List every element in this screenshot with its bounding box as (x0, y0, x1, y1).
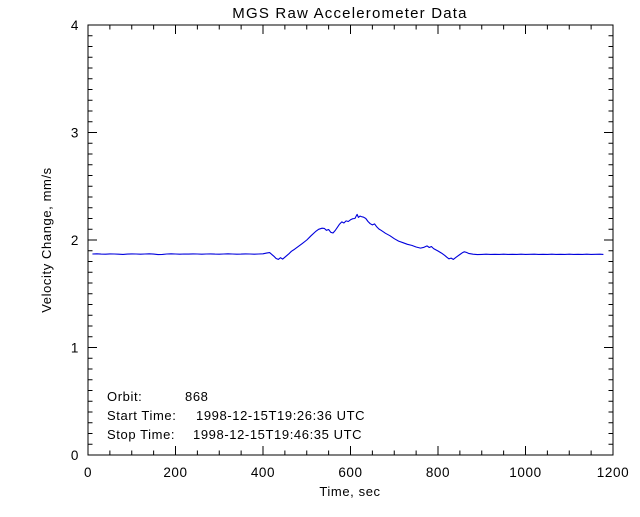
annotation-block: Orbit: 868 Start Time: 1998-12-15T19:26:… (107, 389, 365, 442)
x-tick-label: 800 (426, 465, 450, 480)
y-tick-label: 0 (71, 448, 79, 463)
y-axis-label: Velocity Change, mm/s (39, 167, 54, 313)
stop-time-value: 1998-12-15T19:46:35 UTC (193, 427, 362, 442)
x-tick-label: 600 (338, 465, 362, 480)
orbit-label: Orbit: (107, 389, 142, 404)
start-time-label: Start Time: (107, 408, 176, 423)
y-axis-tick-labels: 0 1 2 3 4 (71, 18, 79, 463)
data-line (92, 213, 604, 260)
y-tick-label: 4 (71, 18, 79, 33)
x-tick-label: 0 (84, 465, 92, 480)
stop-time-label: Stop Time: (107, 427, 175, 442)
axis-ticks (87, 24, 614, 456)
y-tick-label: 1 (71, 341, 79, 356)
x-tick-label: 200 (163, 465, 187, 480)
y-tick-label: 3 (71, 126, 79, 141)
x-tick-label: 1200 (597, 465, 629, 480)
x-axis-tick-labels: 0 200 400 600 800 1000 1200 (84, 465, 629, 480)
x-tick-label: 1000 (509, 465, 541, 480)
start-time-value: 1998-12-15T19:26:36 UTC (196, 408, 365, 423)
x-tick-label: 400 (251, 465, 275, 480)
chart-title: MGS Raw Accelerometer Data (232, 5, 467, 22)
plot-area: 0 200 400 600 800 1000 1200 0 1 2 3 4 (71, 18, 629, 480)
orbit-value: 868 (185, 389, 209, 404)
plot-frame (87, 24, 614, 456)
y-tick-label: 2 (71, 233, 79, 248)
x-axis-label: Time, sec (319, 484, 380, 499)
